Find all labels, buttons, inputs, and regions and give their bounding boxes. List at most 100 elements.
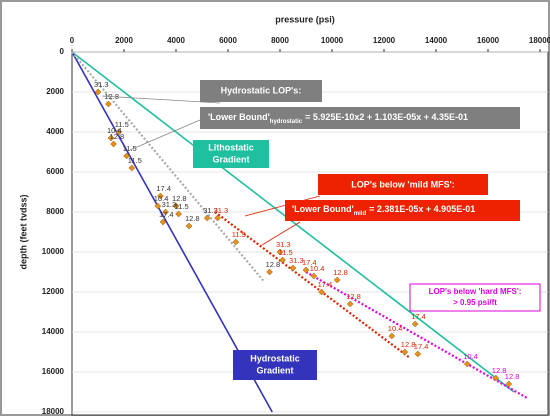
annotation-box xyxy=(318,174,488,195)
data-point xyxy=(128,164,136,172)
annotation: Gradient xyxy=(256,365,293,375)
point-label: 31.3 xyxy=(203,206,218,215)
x-axis-title: pressure (psi) xyxy=(275,14,335,24)
x-tick-label: 6000 xyxy=(219,36,237,45)
x-tick-label: 14000 xyxy=(425,36,448,45)
annotation-part: 'Lower Bound' xyxy=(292,204,354,214)
annotation-part: = 5.925E-10x2 + 1.103E-05x + 4.35E-01 xyxy=(305,112,468,122)
annotation-box xyxy=(193,140,269,168)
y-tick-label: 2000 xyxy=(46,87,64,96)
point-label: 12.8 xyxy=(185,214,200,223)
point-label: 12.8 xyxy=(172,194,187,203)
annotation: Lithostatic xyxy=(208,142,254,152)
data-point xyxy=(279,256,286,264)
point-label: 10.4 xyxy=(154,194,169,203)
point-label: 10.4 xyxy=(463,352,478,361)
annotation-part: = 2.381E-05x + 4.905E-01 xyxy=(369,204,475,214)
data-point xyxy=(105,100,112,108)
data-point xyxy=(411,320,419,328)
y-tick-label: 14000 xyxy=(42,327,65,336)
data-point xyxy=(492,374,500,382)
data-point xyxy=(302,266,310,274)
data-point xyxy=(318,288,325,296)
data-point xyxy=(289,264,297,272)
data-point xyxy=(505,380,513,388)
point-label: 17.4 xyxy=(414,342,429,351)
data-point xyxy=(276,248,284,256)
point-label: 12.8 xyxy=(492,366,507,375)
leader xyxy=(244,195,321,217)
x-tick-label: 18000 xyxy=(529,36,550,45)
leader xyxy=(129,119,201,151)
point-label: 11.5 xyxy=(123,144,137,153)
data-point xyxy=(414,350,422,358)
point-label: 11.5 xyxy=(232,230,246,239)
point-label: 12.8 xyxy=(401,340,416,349)
annotation: LOP's below 'mild MFS': xyxy=(351,179,454,189)
annotation-sub: mild xyxy=(354,211,367,217)
y-tick-label: 8000 xyxy=(46,207,64,216)
annotation-sub: hydrostatic xyxy=(270,119,303,125)
point-label: 11.5 xyxy=(279,248,293,257)
annotation: Hydrostatic xyxy=(250,353,300,363)
x-tick-label: 2000 xyxy=(115,36,133,45)
data-point xyxy=(232,238,240,246)
annotation-box xyxy=(233,350,317,380)
data-point xyxy=(115,128,123,136)
y-tick-label: 16000 xyxy=(42,367,65,376)
y-tick-label: 6000 xyxy=(46,167,64,176)
y-tick-label: 10000 xyxy=(42,247,65,256)
data-point xyxy=(94,88,102,96)
point-label: 12.8 xyxy=(333,268,348,277)
point-label: 31.3 xyxy=(162,200,177,209)
trend-line xyxy=(214,211,411,359)
annotation-part: 'Lower Bound' xyxy=(208,112,270,122)
data-point xyxy=(110,140,117,148)
point-label: 12.8 xyxy=(266,260,281,269)
point-label: 10.4 xyxy=(388,324,403,333)
point-label: 10.4 xyxy=(107,126,122,135)
data-point xyxy=(157,192,164,200)
data-point xyxy=(154,202,162,210)
annotation-box xyxy=(200,80,322,102)
x-tick-label: 10000 xyxy=(321,36,344,45)
data-point xyxy=(107,134,115,142)
x-tick-label: 16000 xyxy=(477,36,500,45)
data-point xyxy=(159,218,167,226)
annotation: Hydrostatic LOP's: xyxy=(221,85,302,95)
data-point xyxy=(175,210,182,218)
annotation: Gradient xyxy=(212,154,249,164)
point-label: 12.8 xyxy=(346,292,361,301)
y-tick-label: 0 xyxy=(60,47,65,56)
data-point xyxy=(172,202,180,210)
y-tick-label: 12000 xyxy=(42,287,65,296)
annotation: 'Lower Bound'hydrostatic = 5.925E-10x2 + … xyxy=(208,112,468,124)
data-point xyxy=(401,348,409,356)
point-label: 11.5 xyxy=(128,156,142,165)
annotation-box xyxy=(200,107,520,129)
trend-line xyxy=(71,51,515,393)
annotations: Hydrostatic LOP's: 'Lower Bound'hydrosta… xyxy=(101,80,541,380)
point-label: 12.8 xyxy=(505,372,520,381)
data-point xyxy=(388,332,396,340)
data-point xyxy=(162,208,169,216)
x-tick-label: 8000 xyxy=(271,36,289,45)
trend-line xyxy=(71,51,266,283)
annotation: 'Lower Bound'mild = 2.381E-05x + 4.905E-0… xyxy=(292,204,475,216)
point-label: 31.3 xyxy=(214,206,229,215)
annotation: LOP's below 'hard MFS': xyxy=(429,287,522,296)
data-point xyxy=(203,214,211,222)
point-label: 17.4 xyxy=(302,258,317,267)
point-label: 17.4 xyxy=(318,280,333,289)
x-tick-label: 4000 xyxy=(167,36,185,45)
data-point xyxy=(310,272,318,280)
annotation: > 0.95 psi/ft xyxy=(453,298,497,307)
data-point xyxy=(463,360,471,368)
data-point xyxy=(214,214,221,222)
point-label: 31.3 xyxy=(94,80,109,89)
point-label: 31.3 xyxy=(289,256,304,265)
data-point xyxy=(266,268,273,276)
point-label: 17.4 xyxy=(411,312,426,321)
point-label: 17.4 xyxy=(159,210,174,219)
